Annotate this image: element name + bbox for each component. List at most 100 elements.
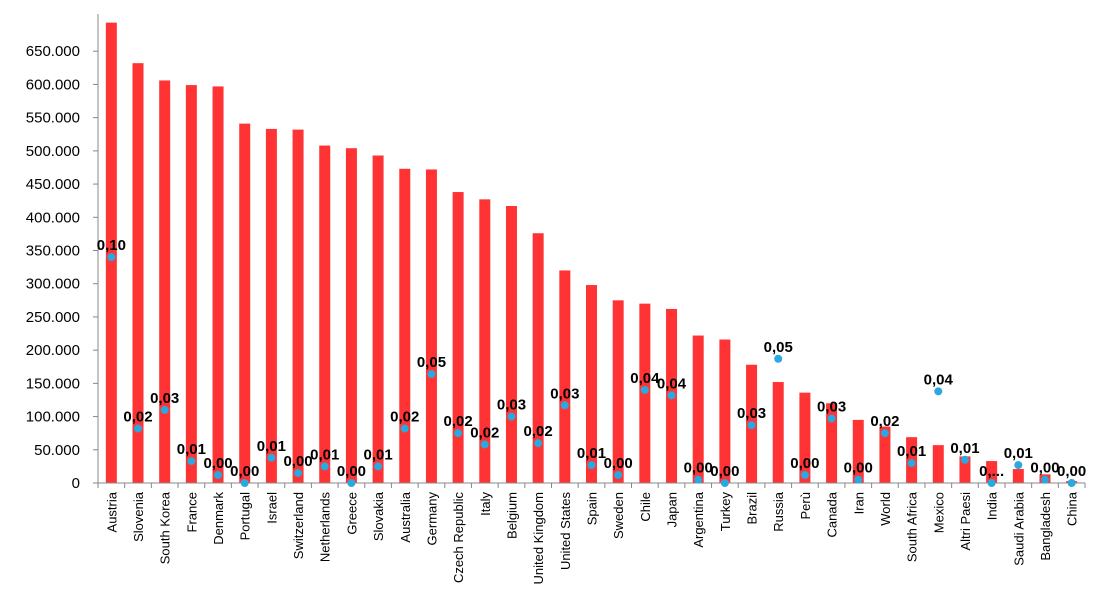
x-tick-label: Chile — [638, 492, 653, 522]
bar — [425, 169, 437, 483]
y-tick-label: 300.000 — [26, 276, 80, 293]
data-label: 0,01 — [363, 446, 392, 463]
x-tick-label: Argentina — [691, 491, 706, 547]
data-label: 0,04 — [630, 370, 660, 387]
bar — [159, 80, 171, 483]
data-point — [694, 475, 703, 484]
data-label: 0,00 — [790, 455, 819, 472]
y-tick-label: 400.000 — [26, 209, 80, 226]
data-label: 0,03 — [150, 390, 179, 407]
x-tick-label: Australia — [398, 491, 413, 542]
bar — [959, 456, 971, 483]
y-tick-label: 50.000 — [34, 442, 80, 459]
x-tick-label: Sweden — [611, 492, 626, 539]
data-label: 0,00 — [710, 463, 739, 480]
bar — [559, 270, 571, 483]
x-tick-label: China — [1065, 491, 1080, 526]
data-point — [240, 479, 249, 487]
data-label: 0,00 — [337, 463, 366, 480]
data-point — [107, 253, 116, 262]
data-point — [907, 459, 916, 468]
bar — [372, 155, 384, 483]
x-tick-label: Switzerland — [291, 492, 306, 559]
data-label: 0,02 — [444, 413, 473, 430]
bar — [852, 419, 864, 483]
x-tick-label: Saudi Arabia — [1011, 491, 1026, 565]
x-tick-label: Japan — [665, 492, 680, 527]
data-labels: 0,100,020,030,010,000,000,010,000,010,00… — [97, 237, 1087, 480]
x-axis-categories: Austria Slovenia South Korea France Denmark P… — [104, 491, 1079, 584]
x-tick-label: India — [985, 491, 1000, 520]
x-tick-label: Germany — [424, 492, 439, 546]
data-label: 0,02 — [470, 424, 499, 441]
y-tick-label: 100.000 — [26, 409, 80, 426]
data-label: 0,00 — [844, 460, 873, 477]
data-point — [400, 424, 409, 433]
y-tick-label: 650.000 — [26, 43, 80, 60]
data-point — [827, 414, 836, 423]
bar — [479, 199, 491, 483]
data-label: 0,03 — [497, 397, 526, 414]
data-point — [374, 462, 383, 471]
data-point — [320, 462, 329, 471]
y-tick-label: 500.000 — [26, 143, 80, 160]
bar — [586, 285, 597, 483]
data-label: 0,... — [979, 463, 1004, 480]
data-label: 0,01 — [257, 438, 286, 455]
bar — [826, 403, 838, 483]
y-tick-label: 250.000 — [26, 309, 80, 326]
data-point — [720, 479, 729, 487]
x-tick-label: Iran — [851, 492, 866, 514]
y-tick-label: 600.000 — [26, 76, 80, 93]
x-tick-label: Italy — [478, 492, 493, 516]
bar — [719, 339, 731, 483]
data-label: 0,02 — [870, 413, 899, 430]
data-label: 0,02 — [390, 409, 419, 426]
data-point — [934, 387, 943, 396]
data-label: 0,04 — [924, 371, 954, 388]
data-point — [134, 424, 143, 433]
data-label: 0,03 — [737, 405, 766, 422]
data-label: 0,05 — [764, 339, 793, 356]
x-tick-label: Czech Republic — [451, 492, 466, 584]
data-label: 0,01 — [310, 446, 339, 463]
x-tick-label: Austria — [104, 491, 119, 532]
bar — [399, 168, 411, 484]
data-point — [1067, 479, 1076, 487]
data-point — [480, 440, 489, 449]
x-tick-label: Canada — [825, 491, 840, 537]
x-tick-label: United Kingdom — [531, 492, 546, 585]
y-tick-label: 350.000 — [26, 243, 80, 260]
data-label: 0,02 — [123, 409, 152, 426]
data-label: 0,00 — [203, 455, 232, 472]
x-tick-label: Greece — [344, 492, 359, 535]
data-point — [614, 471, 623, 480]
data-point — [560, 401, 569, 410]
data-label: 0,05 — [417, 354, 446, 371]
x-tick-label: Belgium — [504, 492, 519, 539]
bar — [799, 392, 811, 483]
data-point — [187, 457, 196, 466]
x-tick-label: Altri Paesi — [958, 492, 973, 551]
x-tick-label: Bangladesh — [1038, 492, 1053, 561]
data-label: 0,00 — [230, 463, 259, 480]
bar — [505, 205, 517, 483]
data-point — [214, 471, 223, 480]
x-tick-label: Slovenia — [131, 491, 146, 542]
data-point — [347, 479, 356, 487]
data-label: 0,00 — [684, 460, 713, 477]
bar — [319, 145, 331, 484]
data-point — [880, 429, 889, 438]
x-tick-label: South Korea — [158, 491, 173, 564]
bar — [612, 300, 624, 483]
x-tick-label: Perù — [798, 492, 813, 519]
data-point — [534, 439, 543, 448]
bar — [105, 22, 117, 484]
y-tick-label: 450.000 — [26, 176, 80, 193]
data-point — [294, 469, 303, 478]
y-tick-label: 200.000 — [26, 342, 80, 359]
x-tick-label: France — [184, 492, 199, 532]
bar — [879, 426, 891, 483]
data-label: 0,01 — [897, 443, 926, 460]
x-tick-label: Brazil — [745, 492, 760, 525]
